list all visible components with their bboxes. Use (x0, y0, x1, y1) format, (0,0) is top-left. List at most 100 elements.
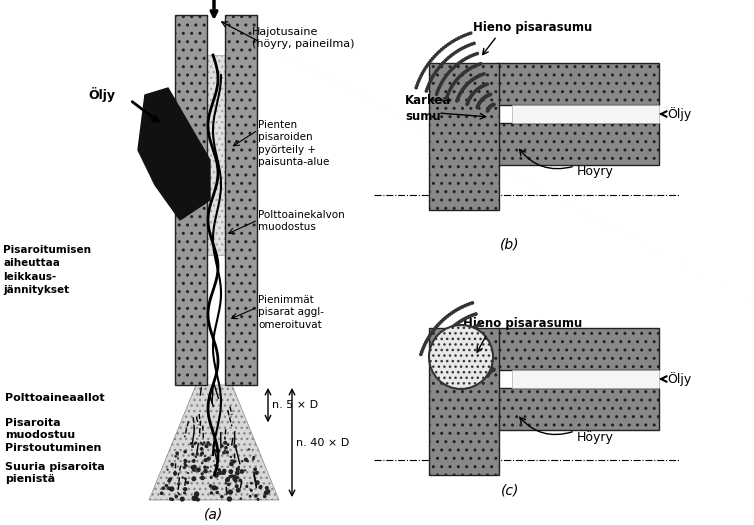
Circle shape (479, 101, 481, 103)
Circle shape (443, 333, 446, 336)
Circle shape (478, 75, 480, 77)
Circle shape (422, 346, 425, 348)
Circle shape (477, 369, 479, 371)
Circle shape (434, 328, 436, 330)
Circle shape (489, 93, 491, 96)
Circle shape (210, 492, 213, 494)
Circle shape (456, 78, 458, 81)
Circle shape (170, 489, 171, 490)
Circle shape (493, 103, 495, 106)
Circle shape (226, 451, 228, 454)
Circle shape (474, 65, 476, 67)
Circle shape (170, 498, 172, 500)
Circle shape (446, 330, 449, 333)
Circle shape (490, 370, 493, 372)
Circle shape (425, 66, 428, 68)
Circle shape (449, 345, 452, 348)
Text: Suuria pisaroita
pienistä: Suuria pisaroita pienistä (5, 462, 105, 484)
Circle shape (467, 82, 470, 84)
Circle shape (484, 96, 486, 98)
Circle shape (420, 75, 422, 77)
Circle shape (184, 463, 185, 465)
Circle shape (448, 71, 450, 74)
Circle shape (464, 86, 466, 88)
Circle shape (467, 69, 469, 71)
Circle shape (442, 319, 444, 321)
Circle shape (192, 454, 194, 455)
Circle shape (477, 366, 480, 369)
Circle shape (431, 354, 434, 357)
Circle shape (193, 460, 195, 462)
Circle shape (470, 314, 473, 317)
Circle shape (456, 64, 458, 66)
Circle shape (478, 365, 480, 368)
Circle shape (477, 368, 479, 370)
Circle shape (456, 337, 458, 340)
Circle shape (453, 52, 455, 55)
Circle shape (431, 356, 434, 359)
Bar (175, 15, 207, 385)
Circle shape (450, 344, 452, 346)
Circle shape (161, 492, 163, 495)
Circle shape (483, 347, 486, 349)
Circle shape (474, 53, 477, 55)
Circle shape (464, 365, 467, 368)
Circle shape (475, 90, 477, 92)
Circle shape (168, 487, 170, 489)
Circle shape (186, 481, 188, 484)
Circle shape (470, 94, 473, 96)
Circle shape (468, 359, 470, 361)
Circle shape (226, 478, 229, 481)
Circle shape (216, 474, 218, 476)
Circle shape (449, 42, 451, 45)
Text: (a): (a) (204, 508, 224, 522)
Circle shape (489, 371, 492, 373)
Circle shape (223, 452, 225, 454)
Circle shape (471, 79, 474, 81)
Circle shape (488, 372, 490, 374)
Circle shape (476, 369, 478, 372)
Circle shape (201, 448, 203, 450)
Circle shape (455, 51, 457, 53)
Circle shape (192, 496, 197, 500)
Circle shape (264, 496, 266, 498)
Circle shape (230, 456, 231, 457)
Circle shape (489, 370, 492, 372)
Circle shape (472, 66, 474, 68)
Circle shape (459, 75, 461, 77)
Circle shape (443, 359, 445, 361)
Circle shape (415, 87, 417, 89)
Circle shape (449, 70, 451, 72)
Circle shape (440, 82, 442, 85)
Circle shape (437, 88, 440, 90)
Circle shape (454, 340, 456, 342)
Circle shape (193, 465, 196, 469)
Circle shape (193, 459, 195, 461)
Circle shape (425, 90, 428, 92)
Circle shape (475, 325, 477, 328)
Circle shape (473, 354, 475, 356)
Circle shape (196, 453, 198, 455)
Circle shape (466, 303, 468, 306)
Circle shape (479, 349, 481, 352)
Circle shape (436, 91, 438, 93)
Circle shape (475, 65, 477, 67)
Circle shape (449, 329, 451, 331)
Circle shape (422, 70, 425, 72)
Circle shape (488, 94, 490, 96)
Circle shape (480, 335, 483, 338)
Circle shape (428, 337, 430, 339)
Circle shape (439, 85, 441, 87)
Circle shape (421, 351, 423, 353)
Circle shape (453, 324, 455, 327)
Circle shape (469, 44, 471, 46)
Circle shape (204, 459, 207, 461)
Circle shape (467, 45, 469, 47)
Text: Polttoainekalvon
muodostus: Polttoainekalvon muodostus (258, 210, 345, 233)
Circle shape (463, 72, 465, 74)
Circle shape (471, 302, 474, 304)
Circle shape (492, 104, 494, 106)
Circle shape (470, 43, 473, 45)
Circle shape (421, 72, 423, 75)
Circle shape (473, 54, 475, 56)
